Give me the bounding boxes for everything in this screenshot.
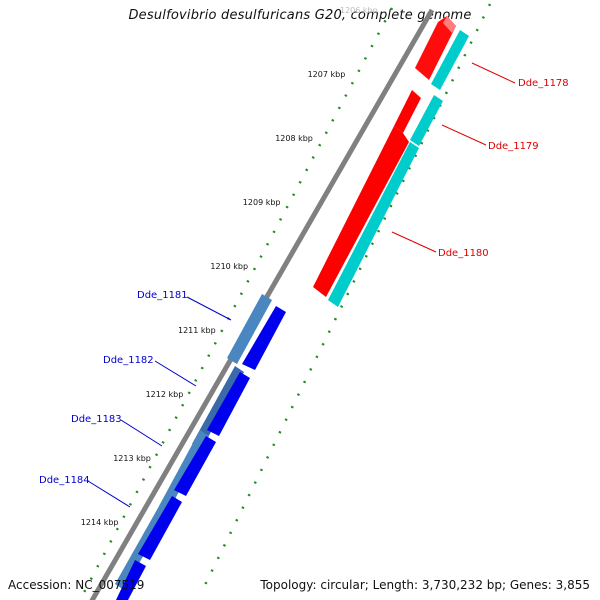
- label-dde-1181[interactable]: Dde_1181: [137, 290, 188, 301]
- tick-label: 1208 kbp: [275, 134, 313, 143]
- tick-label: 1213 kbp: [113, 454, 151, 463]
- leader-dde-1180: [391, 231, 437, 253]
- label-dde-1178[interactable]: Dde_1178: [518, 78, 569, 89]
- cds-arrow-dde-1182[interactable]: [207, 372, 250, 436]
- cds-highlight-dde-1178: [443, 16, 456, 33]
- forward-strand-features: [313, 16, 469, 307]
- tick-label: 1211 kbp: [178, 326, 216, 335]
- scale-ticks: 1206 kbp 1207 kbp 1208 kbp 1209 kbp 1210 kbp…: [81, 6, 378, 527]
- leader-dde-1181: [186, 296, 232, 321]
- label-dde-1183[interactable]: Dde_1183: [71, 414, 122, 425]
- tick-label: 1210 kbp: [210, 262, 248, 271]
- label-dde-1182[interactable]: Dde_1182: [103, 355, 154, 366]
- gene-bar-dde-1182[interactable]: [192, 366, 244, 450]
- leader-dde-1184: [87, 480, 131, 508]
- gene-bar-dde-1183[interactable]: [159, 430, 209, 512]
- genome-summary: Topology: circular; Length: 3,730,232 bp…: [260, 578, 590, 592]
- cds-arrow-dde-1181[interactable]: [242, 306, 286, 370]
- dotted-track-inner: [203, 3, 492, 586]
- label-dde-1184[interactable]: Dde_1184: [39, 475, 90, 486]
- label-dde-1179[interactable]: Dde_1179: [488, 141, 539, 152]
- gene-bar-dde-1181[interactable]: [227, 294, 272, 364]
- tick-label: 1209 kbp: [243, 198, 281, 207]
- cds-arrow-dde-1183[interactable]: [174, 436, 216, 496]
- label-dde-1180[interactable]: Dde_1180: [438, 248, 489, 259]
- map-title: Desulfovibrio desulfuricans G20, complet…: [128, 8, 472, 23]
- cds-arrow-dde-1184b[interactable]: [116, 560, 146, 600]
- tick-label: 1214 kbp: [81, 518, 119, 527]
- gene-labels: Dde_1178 Dde_1179 Dde_1180 Dde_1181 Dde_…: [39, 78, 569, 486]
- leader-dde-1178: [471, 62, 516, 84]
- dotted-track-outer: [78, 7, 394, 600]
- label-leader-lines: [87, 62, 516, 508]
- gene-bar-dde-1180[interactable]: [328, 142, 419, 307]
- leader-dde-1182: [154, 360, 197, 387]
- cds-arrow-dde-1180[interactable]: [313, 126, 409, 297]
- accession-label: Accession: NC_007519: [8, 578, 145, 592]
- gene-bar-dde-1178[interactable]: [431, 30, 469, 90]
- leader-dde-1179: [441, 124, 487, 146]
- tick-label: 1207 kbp: [308, 70, 346, 79]
- cds-arrow-dde-1178[interactable]: [415, 16, 456, 80]
- cds-arrow-dde-1184[interactable]: [138, 496, 182, 560]
- tick-label: 1212 kbp: [146, 390, 184, 399]
- gene-bar-dde-1179[interactable]: [410, 95, 443, 146]
- reverse-strand-features: [115, 294, 286, 600]
- cds-arrow-dde-1179[interactable]: [394, 90, 421, 133]
- tick-label: 1206 kbp: [340, 6, 378, 15]
- leader-dde-1183: [120, 419, 163, 447]
